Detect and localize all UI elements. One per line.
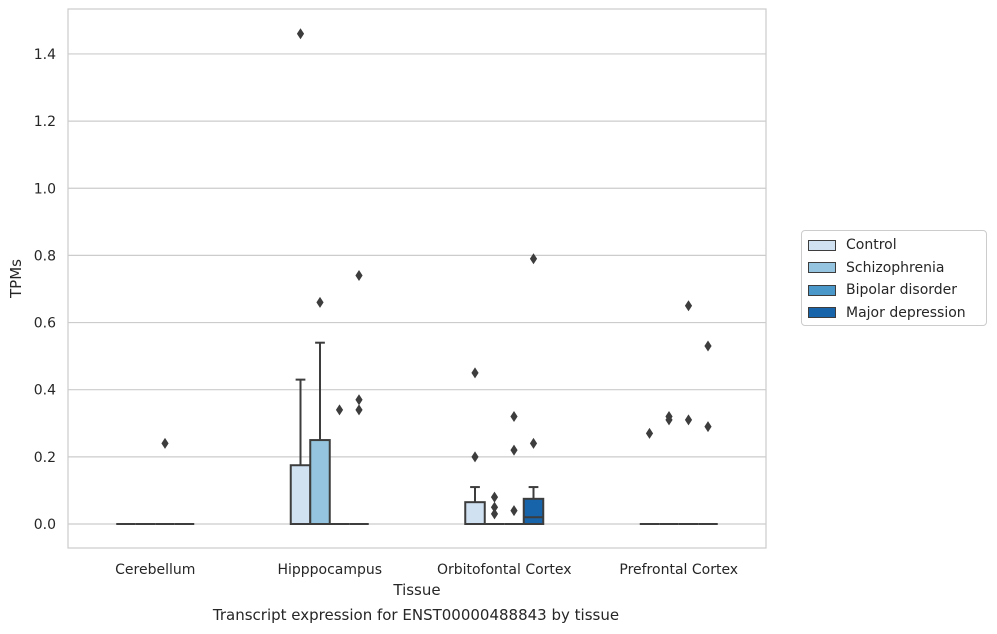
legend-item: Bipolar disorder	[808, 280, 957, 300]
outlier-point	[684, 414, 693, 426]
x-tick-label: Hipppocampus	[277, 562, 382, 578]
legend-swatch	[808, 284, 836, 296]
legend-label: Major depression	[846, 304, 966, 321]
box-1-1	[309, 341, 331, 525]
outlier-point	[335, 404, 344, 416]
y-tick-label: 1.4	[34, 47, 56, 63]
legend-swatch	[808, 239, 836, 251]
y-tick-label: 0.4	[34, 383, 56, 399]
legend-swatch	[808, 307, 836, 318]
box-body	[464, 501, 486, 525]
legend-swatch	[808, 262, 836, 273]
legend-item: Major depression	[808, 303, 966, 323]
plot-area-frame	[67, 8, 767, 549]
x-tick-label: Orbitofontal Cortex	[437, 562, 572, 578]
outlier-point	[704, 340, 712, 352]
outlier-point	[355, 270, 363, 282]
outlier-point	[471, 451, 479, 463]
outlier-point	[471, 367, 479, 379]
outlier-point	[355, 394, 363, 406]
outlier-point	[510, 444, 518, 456]
outlier-point	[490, 508, 499, 520]
x-tick-label: Prefrontal Cortex	[619, 562, 738, 578]
legend-label: Schizophrenia	[846, 259, 945, 276]
outlier-point	[665, 414, 673, 426]
chart-caption: Transcript expression for ENST0000048884…	[212, 606, 620, 624]
legend-item: Schizophrenia	[808, 258, 944, 278]
box-body	[309, 439, 331, 525]
box-3-2	[522, 486, 545, 526]
outlier-point	[704, 421, 712, 433]
outlier-point	[296, 28, 305, 40]
boxes	[116, 341, 718, 526]
outlier-point	[490, 501, 499, 513]
y-tick-label: 1.2	[34, 114, 56, 130]
y-tick-label: 1.0	[34, 181, 56, 197]
x-axis-label: Tissue	[392, 581, 440, 599]
outliers	[161, 28, 712, 520]
box-0-1	[289, 378, 312, 525]
outlier-point	[355, 404, 363, 416]
outlier-point	[529, 253, 538, 265]
outlier-point	[529, 437, 538, 449]
legend-label: Control	[846, 237, 897, 253]
x-tick-labels: Cerebellum Hipppocampus Orbitofontal Corte…	[115, 562, 738, 578]
y-tick-label: 0.2	[34, 450, 56, 466]
y-axis-label: TPMs	[7, 259, 25, 299]
legend-label: Bipolar disorder	[846, 282, 958, 298]
outlier-point	[161, 437, 169, 449]
box-body	[289, 464, 312, 525]
outlier-point	[684, 300, 693, 312]
y-tick-label: 0.6	[34, 316, 56, 332]
y-tick-labels: 0.0 0.2 0.4 0.6 0.8 1.0 1.2 1.4	[34, 47, 56, 533]
legend: Control Schizophrenia Bipolar disorder Majo…	[801, 230, 987, 326]
grid-lines	[68, 53, 766, 525]
outlier-point	[490, 491, 499, 503]
x-tick-label: Cerebellum	[115, 562, 195, 578]
y-tick-label: 0.8	[34, 248, 56, 264]
outlier-point	[510, 505, 518, 517]
y-tick-label: 0.0	[34, 517, 56, 533]
legend-item: Control	[808, 235, 897, 255]
box-0-2	[464, 486, 486, 525]
box-body	[522, 497, 545, 526]
outlier-point	[645, 427, 654, 439]
outlier-point	[510, 411, 518, 423]
outlier-point	[316, 296, 324, 308]
